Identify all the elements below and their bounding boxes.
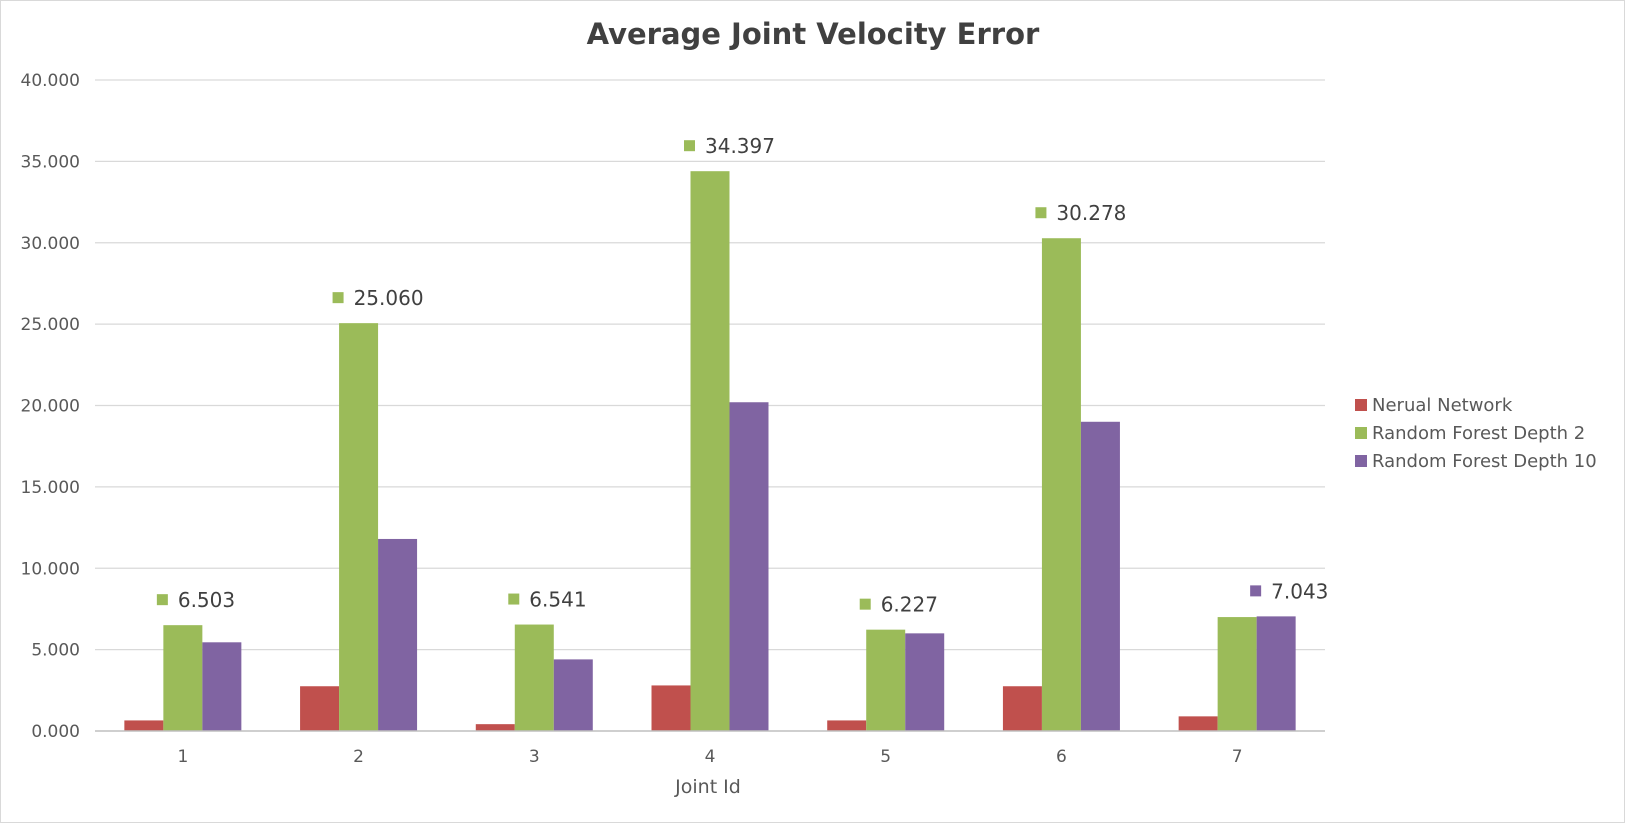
y-tick-label: 5.000 bbox=[31, 641, 80, 661]
data-label-marker bbox=[332, 292, 344, 304]
bar-random-forest-depth-2-joint-4 bbox=[690, 171, 730, 731]
bar-random-forest-depth-10-joint-4 bbox=[729, 402, 769, 731]
bar-random-forest-depth-2-joint-2 bbox=[339, 323, 379, 731]
data-label: 25.060 bbox=[354, 286, 424, 310]
y-tick-label: 15.000 bbox=[21, 478, 80, 498]
y-tick-label: 40.000 bbox=[21, 71, 80, 91]
x-tick-label: 6 bbox=[1056, 747, 1067, 767]
bar-random-forest-depth-10-joint-5 bbox=[905, 633, 945, 731]
data-label-marker bbox=[684, 140, 695, 152]
y-tick-label: 30.000 bbox=[21, 234, 80, 254]
x-tick-label: 2 bbox=[353, 747, 364, 767]
data-label: 6.503 bbox=[178, 588, 235, 612]
bar-random-forest-depth-2-joint-1 bbox=[163, 625, 203, 731]
data-label-marker bbox=[1035, 207, 1047, 219]
legend-label: Nerual Network bbox=[1372, 395, 1513, 416]
data-label: 6.227 bbox=[881, 593, 938, 617]
bar-random-forest-depth-2-joint-5 bbox=[866, 629, 906, 731]
bar-random-forest-depth-2-joint-3 bbox=[514, 624, 554, 731]
legend: Nerual Network Random Forest Depth 2 Rando… bbox=[1355, 395, 1597, 472]
legend-marker bbox=[1355, 427, 1367, 439]
data-label: 34.397 bbox=[705, 134, 775, 158]
legend-label: Random Forest Depth 2 bbox=[1372, 423, 1585, 444]
bar-random-forest-depth-2-joint-7 bbox=[1217, 617, 1257, 731]
x-axis-title: Joint Id bbox=[674, 776, 741, 798]
bar-random-forest-depth-2-joint-6 bbox=[1041, 238, 1081, 731]
axes: 0.000 5.000 10.000 15.000 20.000 25.000 30.000… bbox=[21, 71, 1325, 767]
chart-title: Average Joint Velocity Error bbox=[587, 17, 1040, 51]
data-label: 30.278 bbox=[1056, 201, 1126, 225]
legend-marker bbox=[1355, 399, 1367, 411]
y-tick-label: 0.000 bbox=[31, 722, 80, 742]
bar-nerual-network-joint-2 bbox=[300, 686, 340, 731]
legend-label: Random Forest Depth 10 bbox=[1372, 451, 1597, 472]
data-label: 6.541 bbox=[529, 588, 586, 612]
bar-nerual-network-joint-7 bbox=[1178, 716, 1218, 731]
y-tick-label: 10.000 bbox=[21, 559, 80, 579]
data-label-marker bbox=[156, 594, 168, 606]
data-label-marker bbox=[859, 598, 871, 610]
bar-nerual-network-joint-5 bbox=[827, 720, 867, 731]
legend-marker bbox=[1355, 455, 1367, 467]
y-tick-label: 25.000 bbox=[21, 315, 80, 335]
bar-nerual-network-joint-4 bbox=[651, 685, 691, 731]
data-labels: 6.503 25.060 6.541 34.397 6.227 30.278 7.043 bbox=[156, 134, 1328, 617]
y-tick-label: 20.000 bbox=[21, 397, 80, 417]
data-label: 7.043 bbox=[1271, 579, 1328, 603]
bar-random-forest-depth-10-joint-7 bbox=[1256, 616, 1296, 731]
x-tick-label: 3 bbox=[529, 747, 540, 767]
bar-random-forest-depth-10-joint-1 bbox=[202, 642, 242, 731]
x-tick-label: 7 bbox=[1232, 747, 1243, 767]
bar-random-forest-depth-10-joint-2 bbox=[378, 538, 418, 731]
bar-nerual-network-joint-1 bbox=[124, 720, 164, 731]
bar-random-forest-depth-10-joint-6 bbox=[1080, 421, 1120, 731]
x-tick-label: 5 bbox=[880, 747, 891, 767]
x-tick-label: 1 bbox=[177, 747, 188, 767]
data-label-marker bbox=[508, 593, 520, 605]
x-tick-label: 4 bbox=[705, 747, 716, 767]
bar-nerual-network-joint-3 bbox=[475, 724, 515, 731]
bars bbox=[124, 171, 1296, 731]
bar-random-forest-depth-10-joint-3 bbox=[553, 659, 593, 731]
bar-nerual-network-joint-6 bbox=[1002, 686, 1042, 731]
y-tick-label: 35.000 bbox=[21, 152, 80, 172]
data-label-marker bbox=[1250, 585, 1262, 597]
